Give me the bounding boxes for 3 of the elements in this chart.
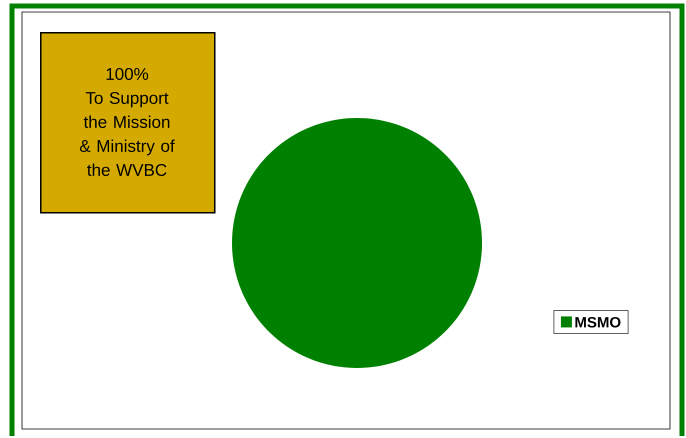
text: To Support the Mission & Ministry of the WVBC bbox=[80, 92, 175, 176]
text: 100% bbox=[106, 68, 148, 80]
legend-label: MSMO bbox=[575, 316, 620, 328]
